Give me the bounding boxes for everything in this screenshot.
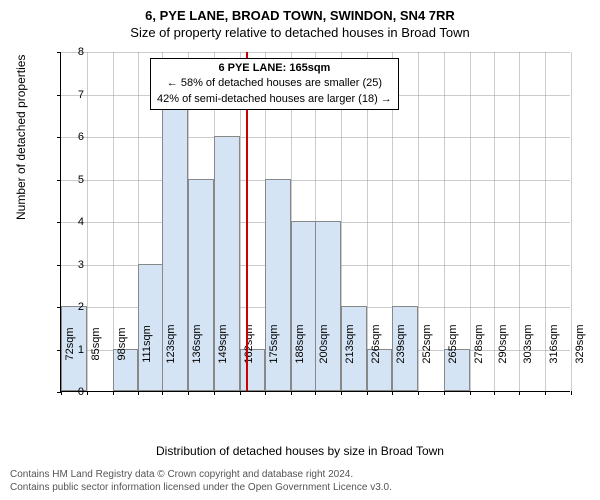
xtick-label: 226sqm bbox=[370, 324, 382, 363]
callout-line-larger: 42% of semi-detached houses are larger (… bbox=[157, 92, 392, 107]
title-block: 6, PYE LANE, BROAD TOWN, SWINDON, SN4 7R… bbox=[0, 0, 600, 40]
xtick-label: 98sqm bbox=[116, 327, 128, 360]
xtick-label: 188sqm bbox=[294, 324, 306, 363]
bar bbox=[291, 221, 317, 391]
bar bbox=[315, 221, 341, 391]
subtitle: Size of property relative to detached ho… bbox=[0, 25, 600, 40]
xtick-label: 278sqm bbox=[473, 324, 485, 363]
callout-box: 6 PYE LANE: 165sqm ← 58% of detached hou… bbox=[150, 58, 399, 110]
xtick-label: 200sqm bbox=[318, 324, 330, 363]
ytick-label: 2 bbox=[78, 301, 84, 313]
footer-line2: Contains public sector information licen… bbox=[10, 481, 392, 494]
xtick-label: 265sqm bbox=[447, 324, 459, 363]
xtick-label: 111sqm bbox=[141, 325, 153, 363]
xtick-label: 123sqm bbox=[165, 324, 177, 363]
xtick-label: 175sqm bbox=[268, 324, 280, 363]
y-axis-label: Number of detached properties bbox=[14, 55, 28, 220]
xtick-label: 329sqm bbox=[574, 324, 586, 363]
ytick-label: 4 bbox=[78, 216, 84, 228]
xtick-label: 252sqm bbox=[421, 324, 433, 363]
address-title: 6, PYE LANE, BROAD TOWN, SWINDON, SN4 7R… bbox=[0, 8, 600, 23]
xtick-label: 316sqm bbox=[548, 324, 560, 363]
xtick-label: 136sqm bbox=[191, 324, 203, 363]
callout-title: 6 PYE LANE: 165sqm bbox=[157, 61, 392, 76]
x-axis-label: Distribution of detached houses by size … bbox=[0, 444, 600, 458]
ytick-label: 6 bbox=[78, 131, 84, 143]
callout-line-smaller: ← 58% of detached houses are smaller (25… bbox=[157, 76, 392, 91]
xtick-label: 290sqm bbox=[497, 324, 509, 363]
ytick-label: 0 bbox=[78, 386, 84, 398]
ytick-label: 5 bbox=[78, 174, 84, 186]
ytick-label: 7 bbox=[78, 89, 84, 101]
xtick-label: 213sqm bbox=[344, 324, 356, 363]
xtick-label: 72sqm bbox=[64, 327, 76, 360]
ytick-label: 1 bbox=[78, 344, 84, 356]
xtick-label: 85sqm bbox=[90, 327, 102, 360]
xtick-label: 303sqm bbox=[522, 324, 534, 363]
footer-line1: Contains HM Land Registry data © Crown c… bbox=[10, 468, 392, 481]
xtick-label: 162sqm bbox=[243, 324, 255, 363]
footer: Contains HM Land Registry data © Crown c… bbox=[10, 468, 392, 494]
xtick-label: 149sqm bbox=[217, 324, 229, 363]
xtick-label: 239sqm bbox=[395, 324, 407, 363]
chart: 6 PYE LANE: 165sqm ← 58% of detached hou… bbox=[60, 52, 570, 392]
ytick-label: 3 bbox=[78, 259, 84, 271]
ytick-label: 8 bbox=[78, 46, 84, 58]
